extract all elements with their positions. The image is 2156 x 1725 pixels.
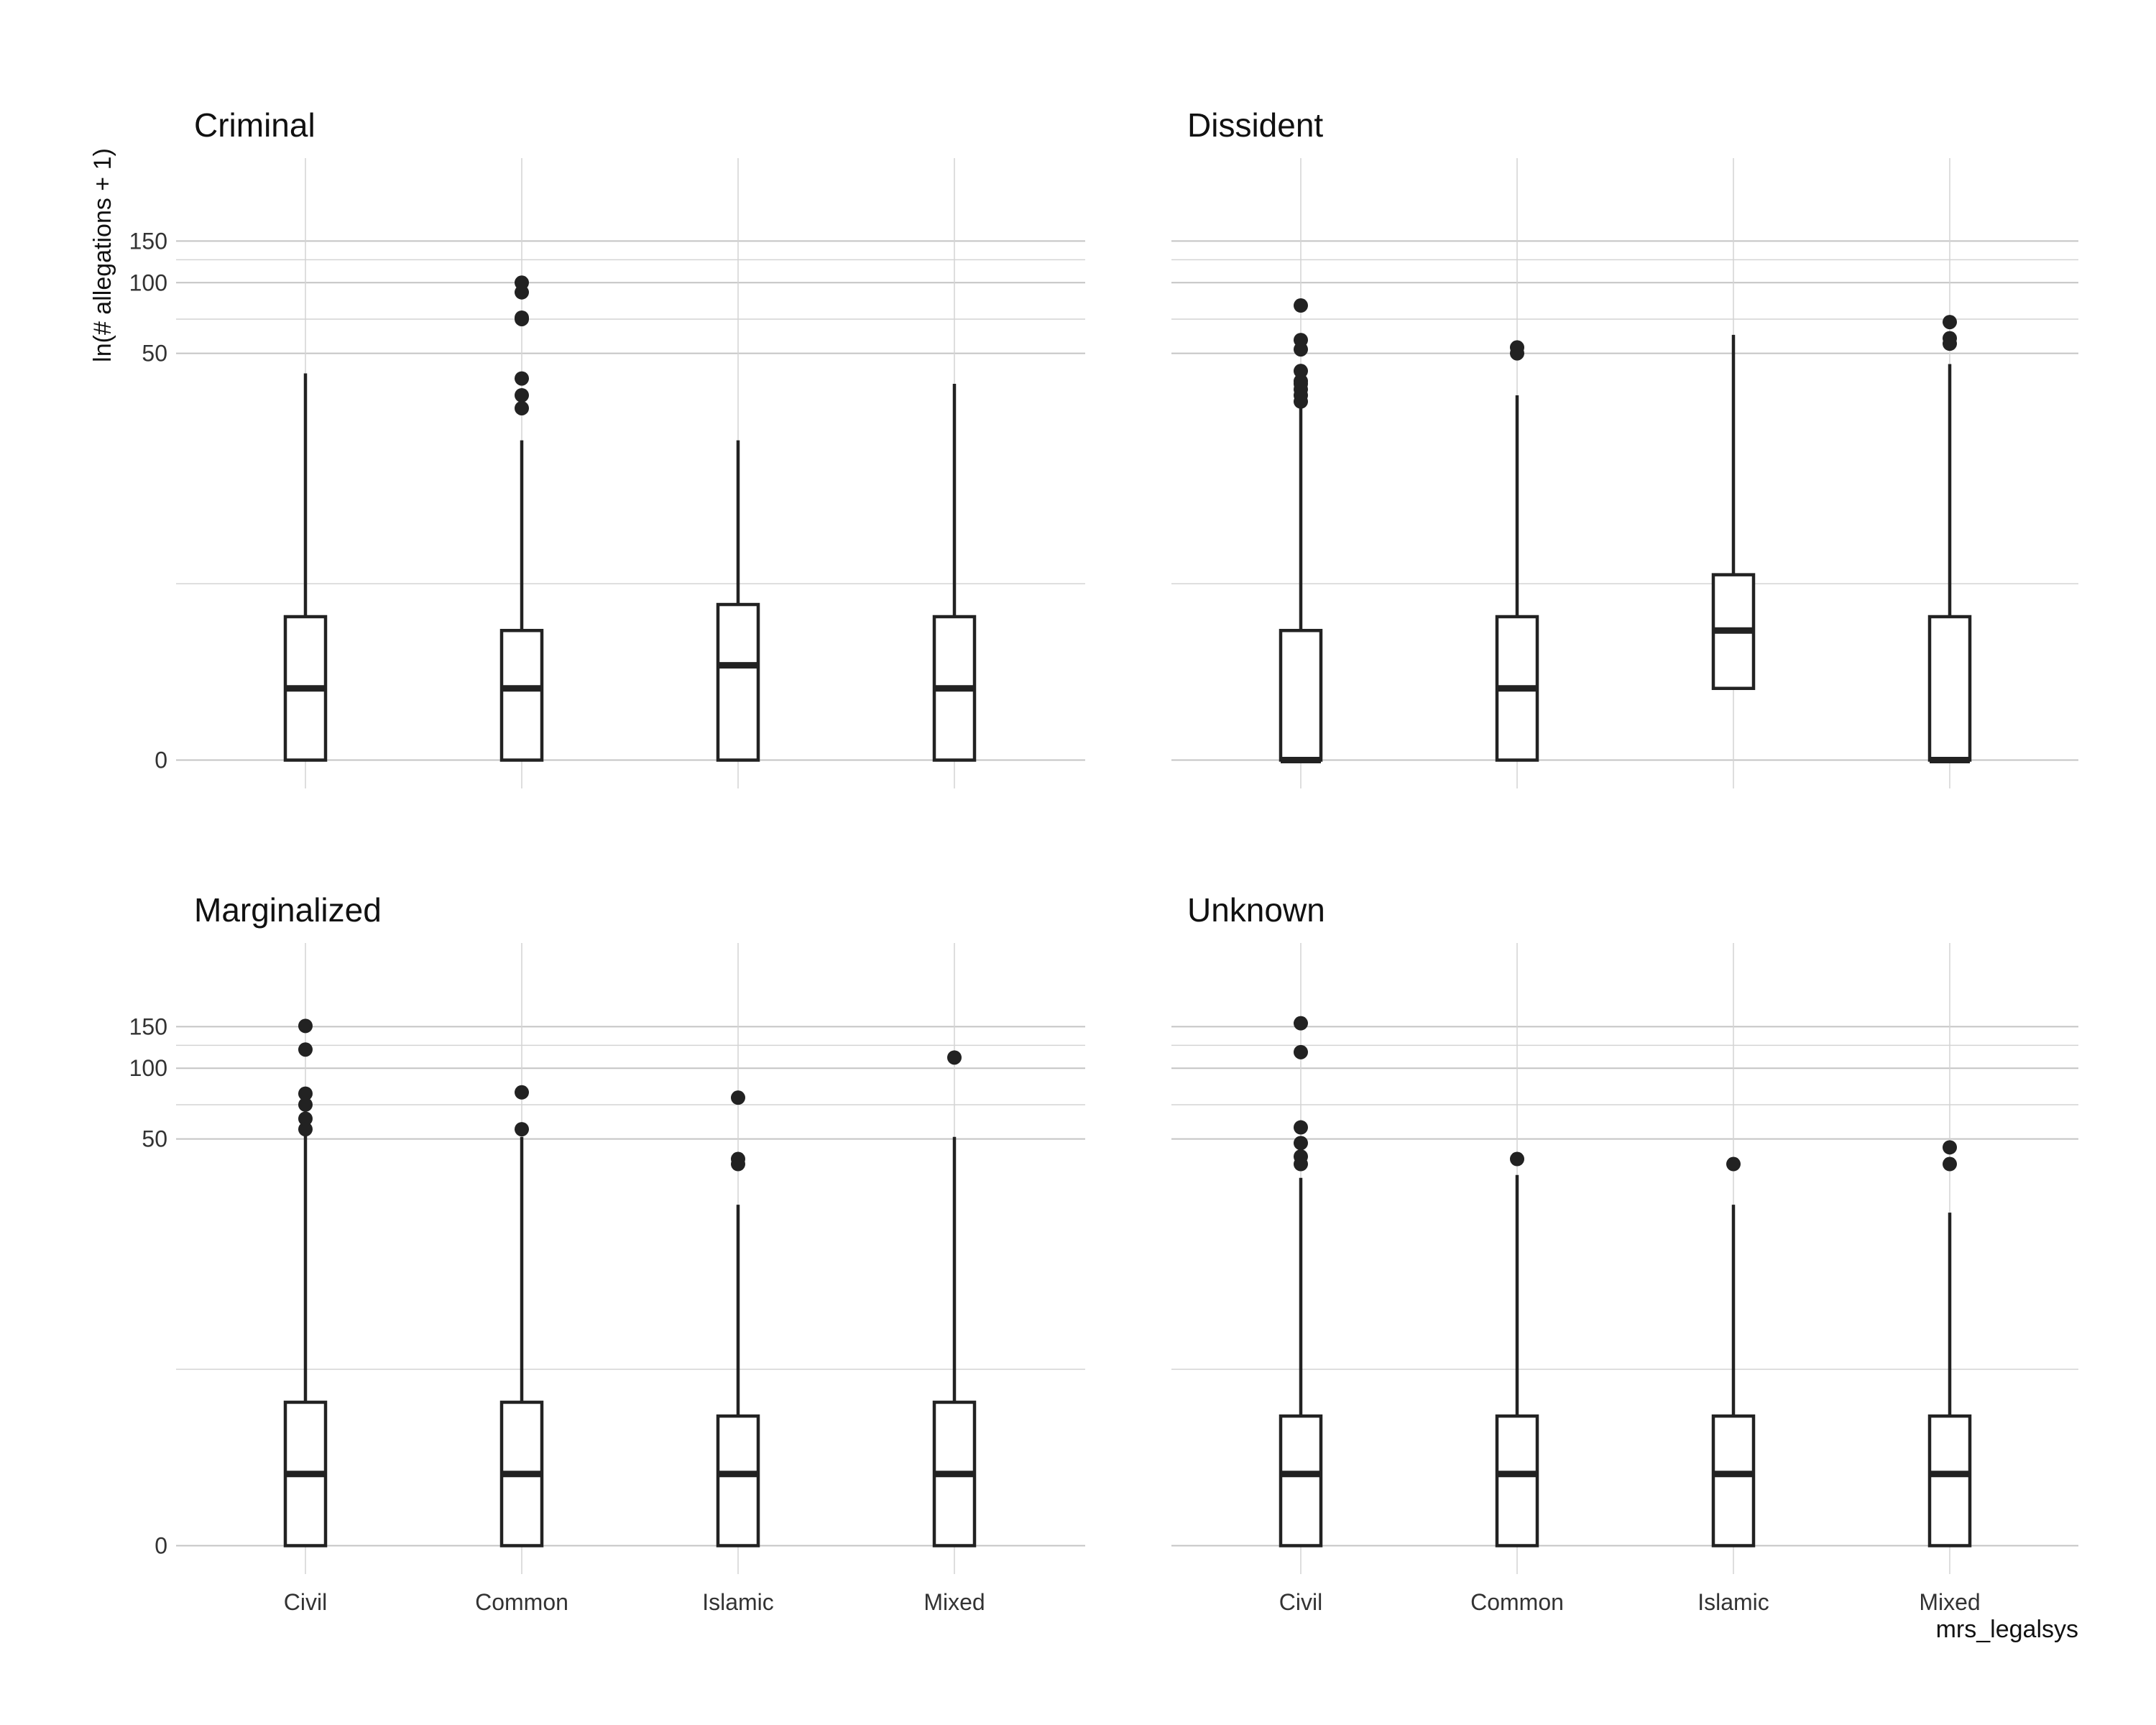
outlier-point <box>1294 1149 1308 1164</box>
panel-title: Criminal <box>194 106 315 144</box>
x-tick-label: Common <box>1470 1589 1564 1615</box>
iqr-box <box>716 1414 760 1547</box>
box-islamic <box>716 440 760 762</box>
iqr-box <box>1927 615 1972 762</box>
outlier-point <box>1294 364 1308 379</box>
box-civil <box>1279 1016 1323 1547</box>
box-mixed <box>932 1050 977 1547</box>
box-civil <box>283 373 328 762</box>
y-tick-label: 100 <box>129 1055 167 1081</box>
outlier-point <box>1294 1044 1308 1059</box>
outlier-point <box>1294 374 1308 389</box>
x-tick-label: Islamic <box>1697 1589 1769 1615</box>
box-islamic <box>716 1090 760 1547</box>
outlier-point <box>298 1086 313 1101</box>
iqr-box <box>1495 1414 1539 1547</box>
panel-title: Dissident <box>1187 106 1323 144</box>
y-tick-label: 150 <box>129 1013 167 1039</box>
iqr-box <box>1279 1414 1323 1547</box>
outlier-point <box>298 1111 313 1126</box>
x-tick-label: Mixed <box>923 1589 985 1615</box>
y-tick-label: 150 <box>129 228 167 254</box>
outlier-point <box>1294 1136 1308 1151</box>
panel-dissident: Dissident <box>1171 106 2078 788</box>
x-tick-label: Civil <box>284 1589 327 1615</box>
outlier-point <box>1294 1016 1308 1031</box>
y-tick-label: 50 <box>142 1126 167 1152</box>
iqr-box <box>1927 1414 1972 1547</box>
iqr-box <box>1711 1414 1756 1547</box>
outlier-point <box>1294 298 1308 313</box>
outlier-point <box>1726 1156 1741 1172</box>
iqr-box <box>499 628 544 762</box>
outlier-point <box>947 1050 962 1065</box>
box-islamic <box>1711 1156 1756 1547</box>
panel-title: Unknown <box>1187 891 1325 929</box>
outlier-point <box>731 1151 745 1167</box>
x-axis-label: mrs_legalsys <box>1936 1616 2078 1643</box>
outlier-point <box>298 1018 313 1034</box>
box-mixed <box>1927 315 1972 764</box>
outlier-point <box>515 387 529 402</box>
facet-panels: 0 50 100 150 Criminal Dissident 0 50 100 150 Margi… <box>129 106 2078 1615</box>
outlier-point <box>1294 333 1308 348</box>
box-islamic <box>1711 334 1756 691</box>
box-common <box>1495 1151 1539 1547</box>
box-mixed <box>932 383 977 762</box>
box-civil <box>283 1018 328 1547</box>
box-common <box>499 275 544 762</box>
outlier-point <box>515 371 529 386</box>
panel-unknown: Unknown Civil Common Islamic Mixed <box>1171 891 2078 1615</box>
outlier-point <box>1943 1156 1957 1172</box>
outlier-point <box>1943 1140 1957 1155</box>
outlier-point <box>298 1122 313 1137</box>
box-common <box>1495 340 1539 762</box>
iqr-box <box>716 602 760 762</box>
y-tick-label: 50 <box>142 341 167 367</box>
outlier-point <box>515 400 529 415</box>
outlier-point <box>1510 340 1524 355</box>
outlier-point <box>515 1085 529 1100</box>
outlier-point <box>731 1090 745 1105</box>
x-tick-label: Civil <box>1279 1589 1322 1615</box>
panel-marginalized: 0 50 100 150 Marginalized Civil Common Islamic M… <box>129 891 1085 1615</box>
outlier-point <box>298 1097 313 1112</box>
y-axis-label: ln(# allegations + 1) <box>89 148 116 362</box>
box-common <box>499 1085 544 1547</box>
outlier-point <box>515 275 529 290</box>
box-mixed <box>1927 1140 1972 1547</box>
outlier-point <box>1943 315 1957 330</box>
outlier-point <box>1294 1120 1308 1135</box>
iqr-box <box>1279 628 1323 762</box>
box-civil <box>1279 298 1323 764</box>
y-tick-label: 0 <box>155 748 167 773</box>
y-tick-label: 0 <box>155 1532 167 1558</box>
outlier-point <box>515 310 529 325</box>
panel-criminal: 0 50 100 150 Criminal <box>129 106 1085 788</box>
outlier-point <box>515 1122 529 1137</box>
y-tick-label: 100 <box>129 270 167 295</box>
x-tick-label: Islamic <box>702 1589 774 1615</box>
panel-title: Marginalized <box>194 891 382 929</box>
x-tick-label: Mixed <box>1919 1589 1980 1615</box>
outlier-point <box>298 1042 313 1057</box>
outlier-point <box>1943 331 1957 346</box>
outlier-point <box>1510 1151 1524 1167</box>
x-tick-label: Common <box>475 1589 568 1615</box>
